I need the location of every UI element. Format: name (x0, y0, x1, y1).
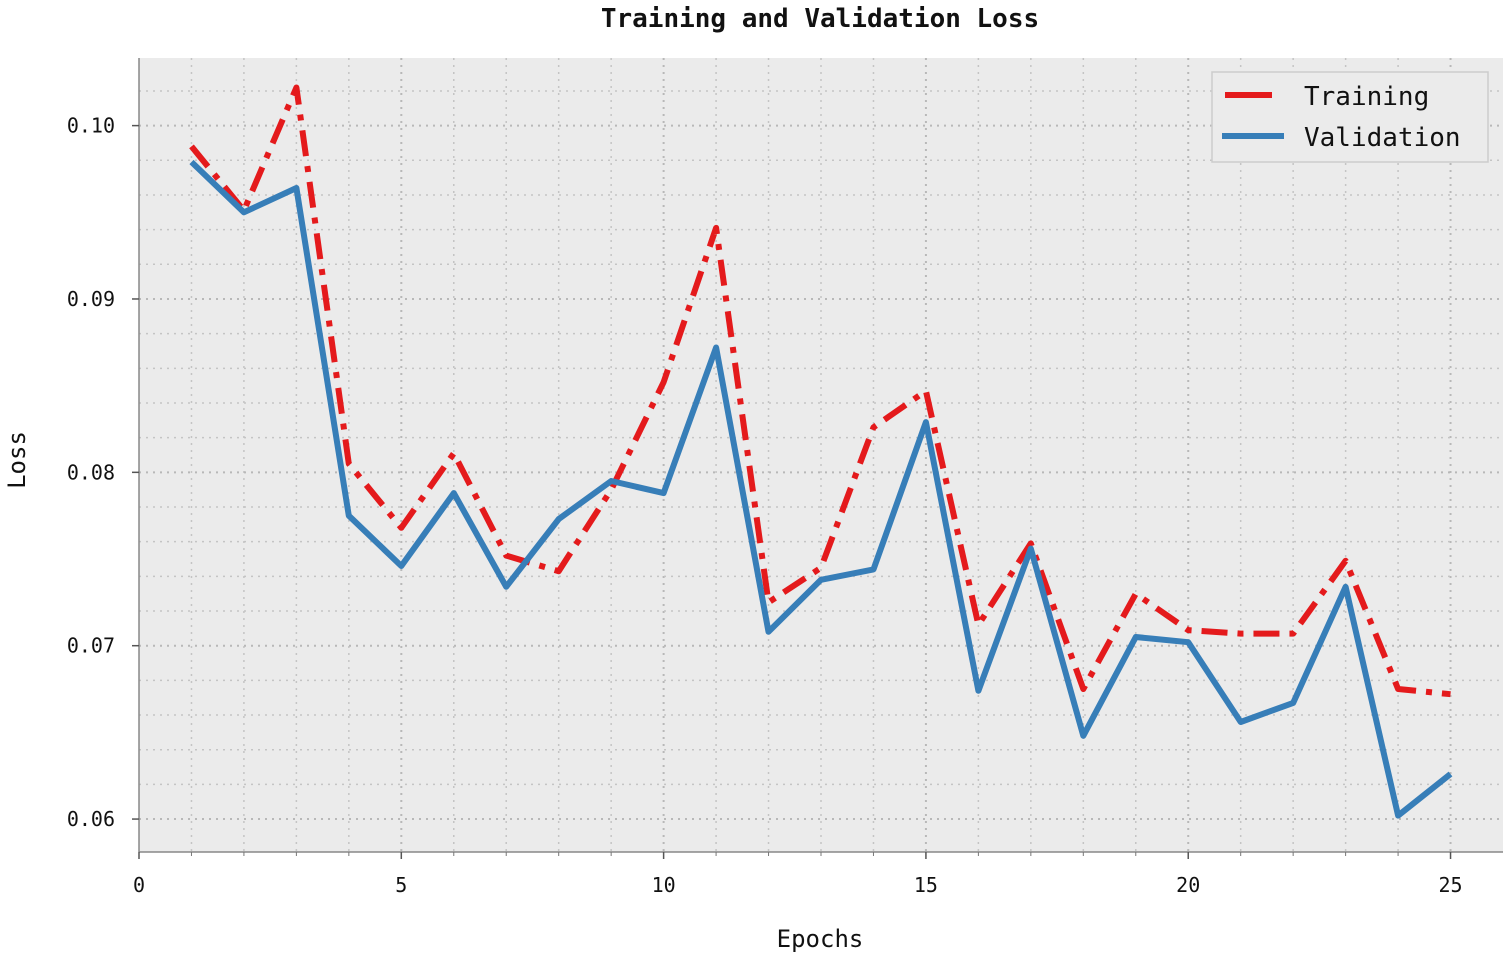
x-tick-label: 25 (1438, 873, 1462, 897)
tick-labels: 0 5 10 15 20 25 0.06 0.07 0.08 0.09 0.10 (67, 114, 1463, 897)
x-tick-label: 20 (1176, 873, 1200, 897)
series-lines (189, 84, 1453, 819)
x-tick-label: 10 (652, 873, 676, 897)
series-line-training (189, 84, 1451, 698)
y-tick-label: 0.10 (67, 114, 115, 138)
y-tick-label: 0.07 (67, 634, 115, 658)
plot-background (139, 58, 1503, 852)
y-tick-label: 0.06 (67, 807, 115, 831)
legend-box (1211, 71, 1489, 163)
x-axis-label: Epochs (777, 925, 864, 953)
legend: Training Validation (1211, 71, 1489, 163)
y-tick-label: 0.09 (67, 287, 115, 311)
x-tick-label: 0 (133, 873, 145, 897)
chart-title: Training and Validation Loss (601, 4, 1039, 34)
legend-validation-label: Validation (1304, 123, 1461, 153)
series-line-validation (189, 159, 1453, 819)
legend-training-label: Training (1304, 82, 1429, 112)
x-tick-label: 15 (914, 873, 938, 897)
y-tick-label: 0.08 (67, 460, 115, 484)
y-axis-label: Loss (3, 431, 31, 489)
x-tick-label: 5 (395, 873, 407, 897)
